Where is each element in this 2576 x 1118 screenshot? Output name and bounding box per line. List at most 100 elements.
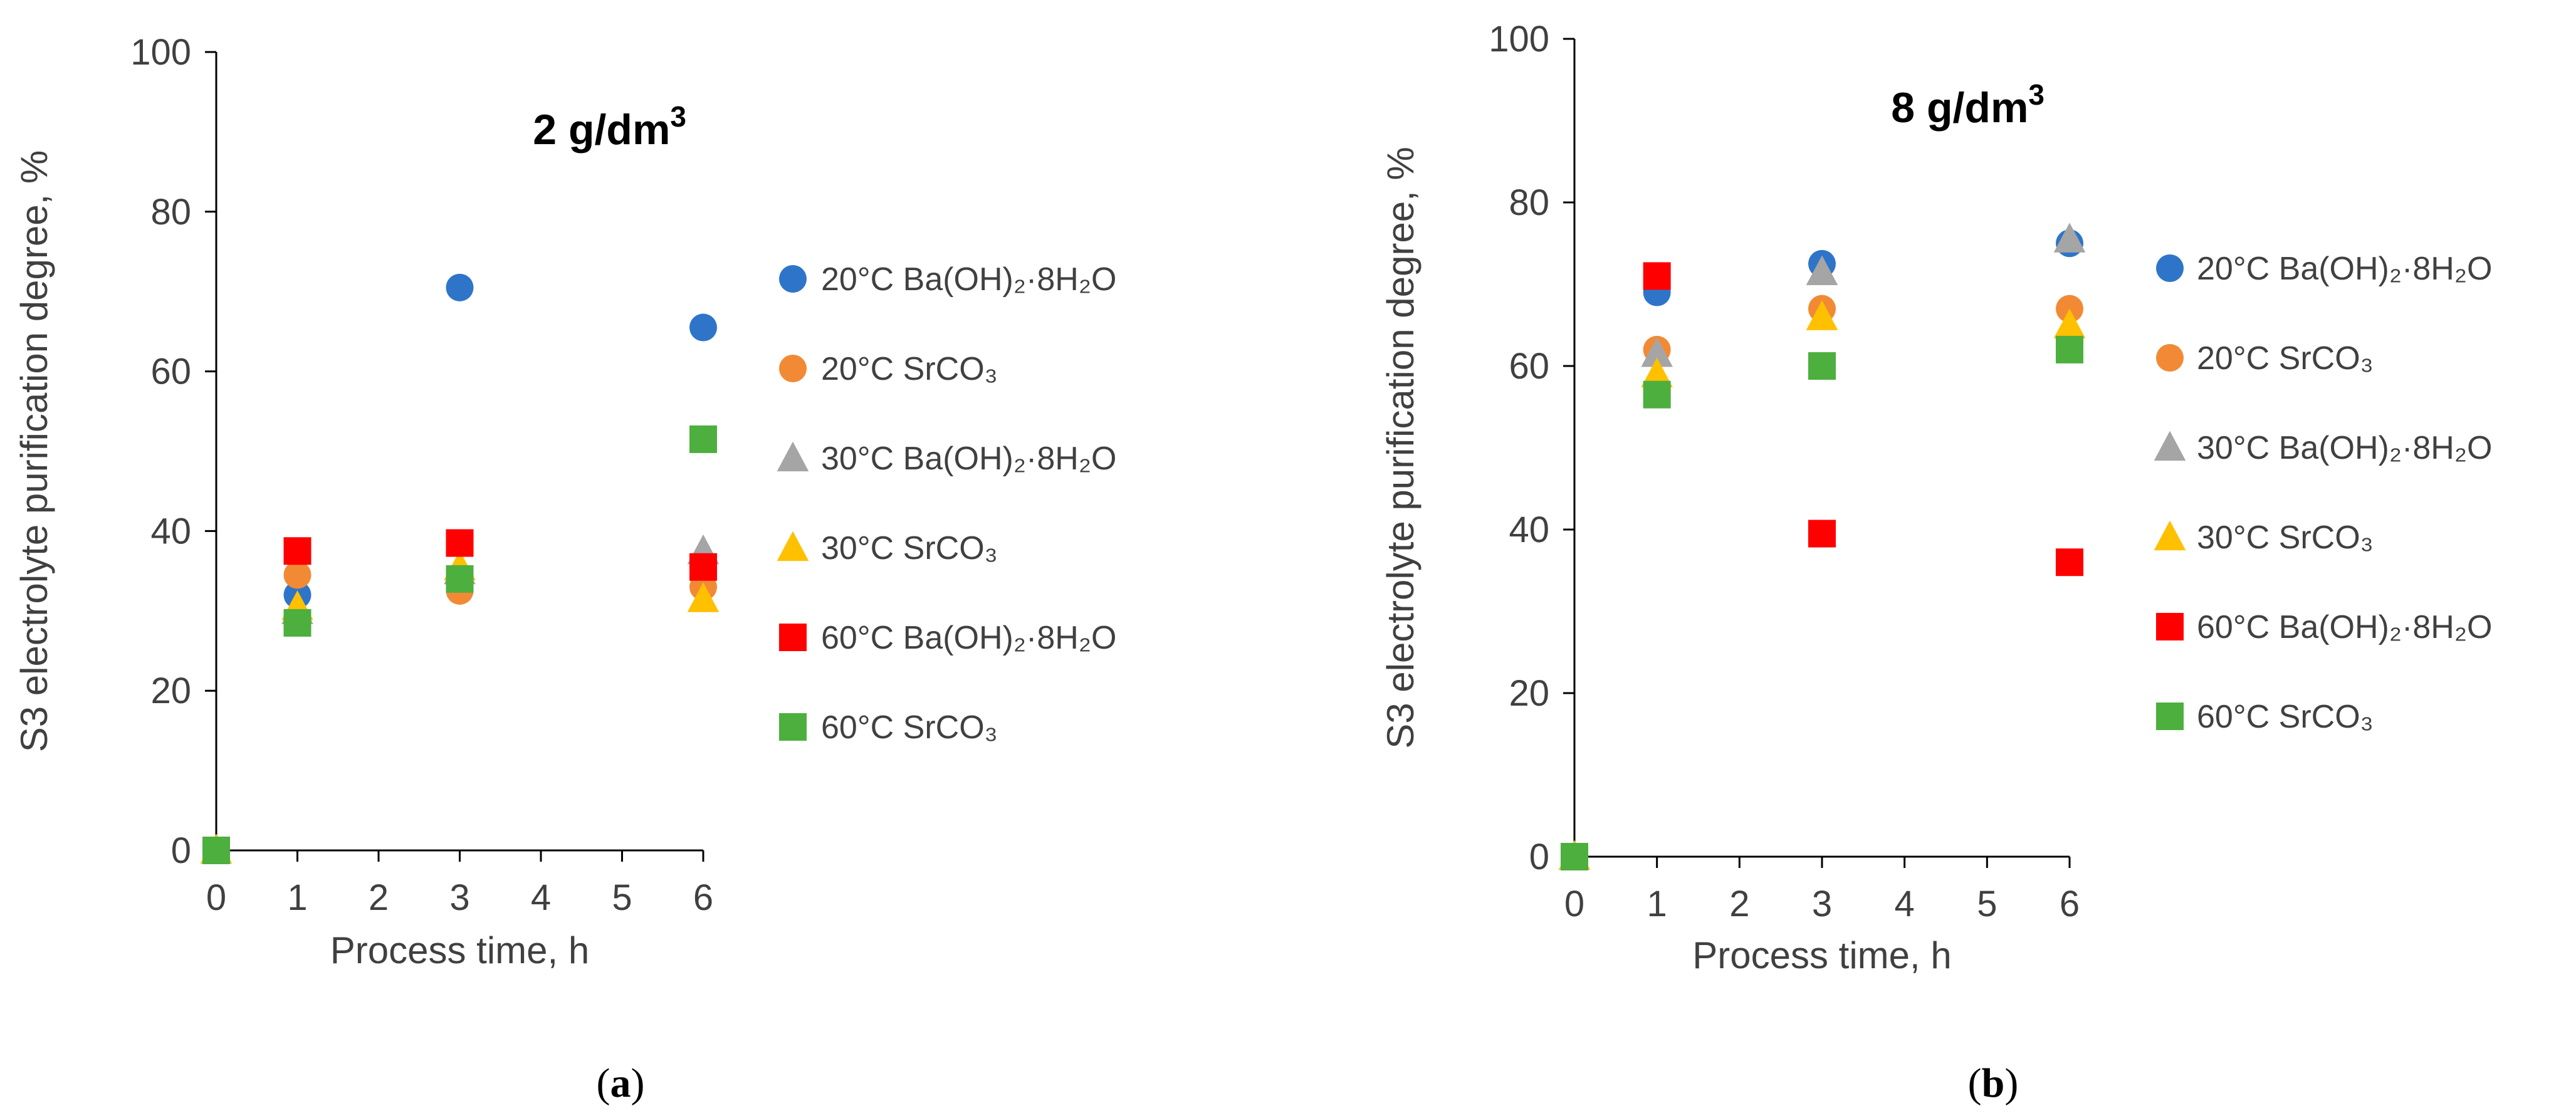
legend-item: 20°C SrCO₃ bbox=[2156, 340, 2374, 377]
caption-letter: b bbox=[1982, 1060, 2005, 1106]
legend-item: 60°C Ba(OH)₂·8H₂O bbox=[779, 620, 1116, 656]
caption-open-paren: ( bbox=[1968, 1060, 1982, 1106]
panel-title: 2 g/dm3 bbox=[533, 100, 686, 154]
y-tick-label: 100 bbox=[130, 32, 191, 73]
legend-item: 20°C Ba(OH)₂·8H₂O bbox=[2156, 251, 2492, 287]
data-point bbox=[283, 609, 312, 637]
panel-caption: (b) bbox=[1968, 1060, 2019, 1106]
legend-marker bbox=[777, 531, 809, 562]
legend-marker bbox=[779, 713, 807, 741]
legend-label: 30°C SrCO₃ bbox=[821, 530, 998, 567]
y-tick-label: 0 bbox=[1529, 837, 1549, 877]
data-point bbox=[1561, 843, 1588, 870]
x-tick-label: 5 bbox=[612, 877, 632, 918]
caption-close-paren: ) bbox=[631, 1060, 645, 1106]
series-5 bbox=[1561, 335, 2083, 870]
x-tick-label: 4 bbox=[1895, 884, 1915, 924]
data-point bbox=[689, 425, 717, 453]
caption-close-paren: ) bbox=[2004, 1060, 2018, 1106]
data-point bbox=[1806, 255, 1838, 286]
x-tick-label: 1 bbox=[1647, 884, 1667, 924]
chart-panel-a: 0 20 40 60 80 100 0 1 2 3 4 5 6 Process time, h S3 ele… bbox=[13, 32, 1116, 1106]
data-point bbox=[687, 582, 720, 612]
x-axis-title: Process time, h bbox=[330, 929, 589, 971]
panel-caption: (a) bbox=[597, 1060, 645, 1106]
legend-item: 20°C Ba(OH)₂·8H₂O bbox=[779, 261, 1116, 298]
data-point bbox=[1643, 262, 1671, 290]
y-tick-label: 80 bbox=[1509, 182, 1549, 223]
legend-label: 20°C SrCO₃ bbox=[821, 351, 998, 387]
legend-item: 60°C SrCO₃ bbox=[2156, 699, 2374, 735]
panel-title-main: 2 g/dm bbox=[533, 106, 670, 154]
data-point bbox=[2053, 222, 2086, 253]
x-tick-label: 2 bbox=[1729, 884, 1749, 924]
y-tick-label: 20 bbox=[150, 671, 191, 711]
x-tick-label: 2 bbox=[369, 877, 389, 918]
legend-item: 60°C SrCO₃ bbox=[779, 709, 998, 746]
data-point bbox=[1808, 352, 1836, 380]
panel-title-superscript: 3 bbox=[670, 100, 686, 133]
x-tick-label: 1 bbox=[287, 877, 307, 918]
y-tick-label: 40 bbox=[1509, 509, 1549, 550]
legend-label: 30°C Ba(OH)₂·8H₂O bbox=[2197, 430, 2492, 466]
legend-marker bbox=[2156, 344, 2184, 372]
data-point bbox=[446, 565, 474, 593]
x-tick-label: 6 bbox=[2060, 884, 2080, 924]
data-point bbox=[1643, 380, 1671, 409]
data-point bbox=[1641, 357, 1673, 388]
series-5 bbox=[202, 425, 717, 864]
legend-label: 20°C Ba(OH)₂·8H₂O bbox=[2197, 251, 2492, 287]
x-tick-label: 3 bbox=[1812, 884, 1832, 924]
legend-item: 30°C SrCO₃ bbox=[777, 530, 998, 567]
x-tick-label: 4 bbox=[531, 877, 551, 918]
data-point bbox=[283, 561, 312, 589]
legend-label: 60°C SrCO₃ bbox=[2197, 699, 2374, 735]
legend-item: 30°C Ba(OH)₂·8H₂O bbox=[2154, 430, 2492, 466]
data-point bbox=[283, 537, 312, 565]
data-point bbox=[1806, 300, 1838, 330]
y-tick-label: 0 bbox=[171, 830, 191, 871]
legend-marker bbox=[2156, 703, 2184, 730]
panel-title-superscript: 3 bbox=[2028, 78, 2045, 111]
legend-marker bbox=[2156, 613, 2184, 640]
legend-item: 30°C SrCO₃ bbox=[2154, 520, 2374, 556]
panel-title: 8 g/dm3 bbox=[1891, 78, 2045, 132]
y-tick-label: 20 bbox=[1509, 673, 1549, 714]
legend-label: 30°C SrCO₃ bbox=[2197, 520, 2374, 556]
legend-marker bbox=[777, 441, 809, 472]
caption-open-paren: ( bbox=[597, 1060, 610, 1106]
data-point bbox=[446, 529, 474, 557]
y-tick-label: 100 bbox=[1489, 19, 1549, 60]
x-tick-label: 6 bbox=[693, 877, 713, 918]
series-1 bbox=[1561, 295, 2083, 870]
y-axis-title: S3 electrolyte purification degree, % bbox=[1380, 147, 1422, 749]
data-point bbox=[689, 313, 717, 342]
legend-marker bbox=[2154, 520, 2186, 551]
legend-marker bbox=[2154, 431, 2186, 461]
chart-panel-b: 0 20 40 60 80 100 0 1 2 3 4 5 6 Process time, h S3 ele… bbox=[1380, 19, 2492, 1106]
legend-item: 30°C Ba(OH)₂·8H₂O bbox=[777, 441, 1116, 477]
series-3 bbox=[1558, 300, 2086, 870]
legend-label: 60°C SrCO₃ bbox=[821, 709, 998, 746]
x-tick-label: 3 bbox=[449, 877, 469, 918]
legend-label: 30°C Ba(OH)₂·8H₂O bbox=[821, 441, 1116, 477]
series-1 bbox=[202, 561, 717, 864]
x-tick-label: 0 bbox=[1564, 884, 1584, 924]
legend-label: 60°C Ba(OH)₂·8H₂O bbox=[821, 620, 1116, 656]
y-tick-label: 80 bbox=[150, 192, 191, 232]
data-point bbox=[2056, 548, 2083, 577]
data-point bbox=[446, 273, 474, 301]
data-point bbox=[202, 837, 230, 864]
caption-letter: a bbox=[610, 1060, 631, 1106]
data-point bbox=[689, 553, 717, 581]
data-point bbox=[2053, 308, 2086, 338]
legend-item: 20°C SrCO₃ bbox=[779, 351, 998, 387]
x-tick-label: 5 bbox=[1977, 884, 1997, 924]
legend-label: 60°C Ba(OH)₂·8H₂O bbox=[2197, 609, 2492, 645]
panel-title-main: 8 g/dm bbox=[1891, 84, 2028, 132]
x-axis-title: Process time, h bbox=[1692, 934, 1951, 976]
y-axis-title: S3 electrolyte purification degree, % bbox=[13, 150, 55, 753]
y-tick-label: 60 bbox=[1509, 346, 1549, 387]
data-point bbox=[1641, 337, 1673, 367]
legend-marker bbox=[779, 355, 807, 382]
